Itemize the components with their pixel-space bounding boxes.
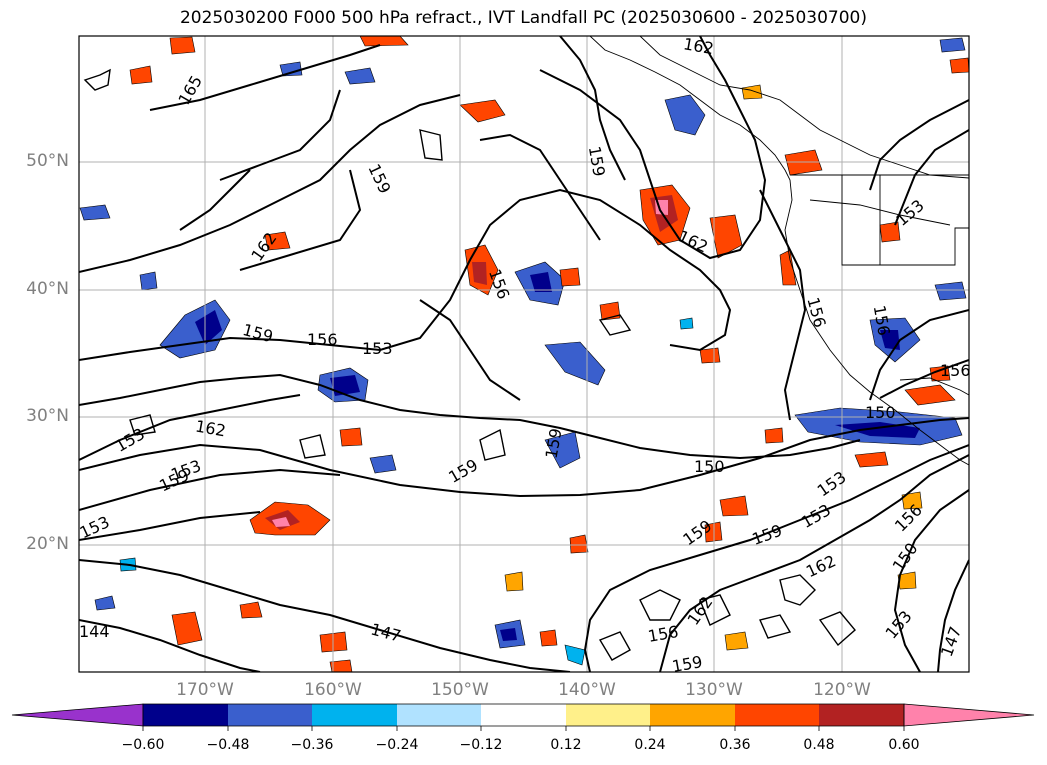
- lat-label: 30°N: [26, 406, 69, 426]
- lat-label: 40°N: [26, 279, 69, 299]
- colorbar-segment: [819, 704, 904, 726]
- lon-label: 130°W: [685, 680, 743, 700]
- contour-label: 153: [362, 339, 393, 358]
- lon-label: 140°W: [558, 680, 616, 700]
- colorbar-segment: [735, 704, 819, 726]
- colorbar-segment: [228, 704, 312, 726]
- refractivity-anomaly-patches: [79, 36, 969, 672]
- map-title: 2025030200 F000 500 hPa refract., IVT La…: [179, 8, 867, 28]
- colorbar-tick-label: 0.24: [634, 737, 666, 753]
- contour-label: 162: [682, 34, 715, 58]
- colorbar-segment: [650, 704, 735, 726]
- contour-label: 144: [79, 622, 110, 641]
- colorbar-extend-min: [11, 703, 144, 727]
- contour-label: 150: [865, 403, 896, 422]
- colorbar-tick-label: −0.12: [459, 737, 503, 753]
- colorbar-segment: [566, 704, 650, 726]
- lon-label: 150°W: [431, 680, 489, 700]
- colorbar-segment: [397, 704, 481, 726]
- lat-label: 20°N: [26, 534, 69, 554]
- lon-label: 170°W: [176, 680, 234, 700]
- colorbar-tick-label: 0.60: [888, 737, 920, 753]
- colorbar-segment: [312, 704, 397, 726]
- colorbar-tick-label: −0.60: [121, 737, 165, 753]
- colorbar-segment: [481, 704, 566, 726]
- graticule: [79, 36, 969, 672]
- map-panel: 165 162 159 159 159 162 162 156 159 156 …: [78, 34, 971, 676]
- contour-lines: [79, 36, 969, 672]
- colorbar-tick-label: 0.12: [550, 737, 582, 753]
- contour-label: 156: [307, 330, 338, 349]
- contour-label: 150: [694, 457, 725, 476]
- colorbar-tick-label: −0.36: [290, 737, 334, 753]
- colorbar-tick-label: −0.24: [375, 737, 419, 753]
- colorbar-tick-label: −0.48: [206, 737, 250, 753]
- colorbar: [11, 703, 1035, 731]
- minor-contours: [83, 68, 856, 661]
- coastlines: [589, 36, 969, 466]
- colorbar-tick-label: 0.36: [719, 737, 751, 753]
- contour-label: 159: [670, 652, 703, 676]
- contour-label: 156: [940, 361, 971, 380]
- colorbar-tick-label: 0.48: [803, 737, 835, 753]
- map-frame: [78, 35, 970, 673]
- colorbar-extend-max: [903, 703, 1035, 727]
- lat-label: 50°N: [26, 151, 69, 171]
- lon-label: 160°W: [304, 680, 362, 700]
- lon-label: 120°W: [813, 680, 871, 700]
- colorbar-segment: [143, 704, 228, 726]
